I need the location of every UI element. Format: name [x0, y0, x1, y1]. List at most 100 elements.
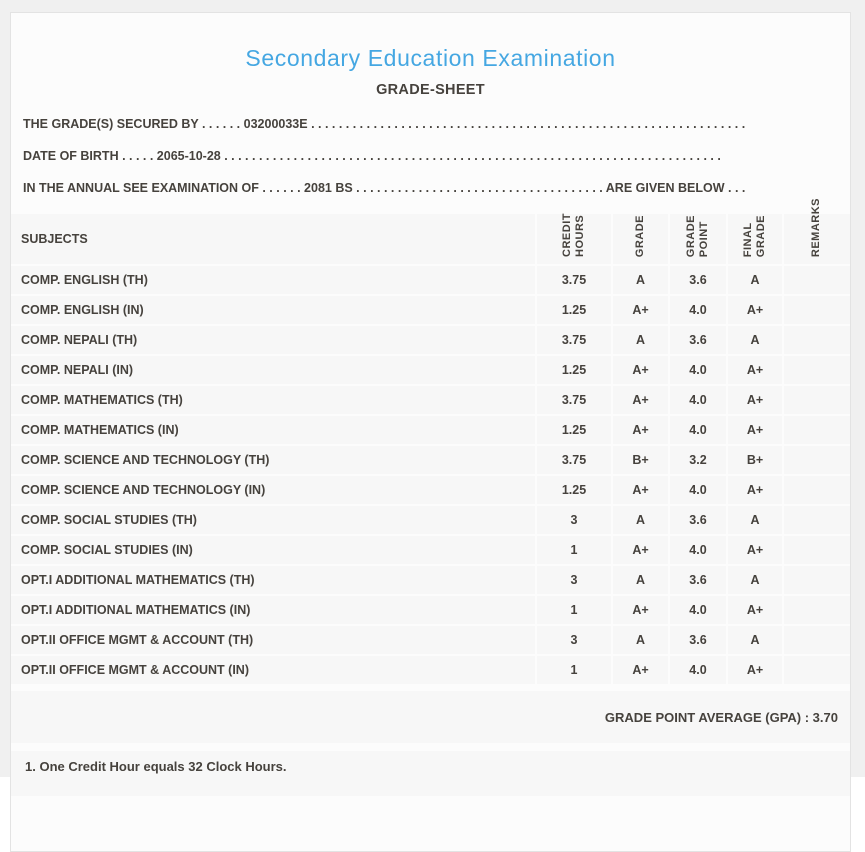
- remarks-cell: [784, 446, 850, 474]
- column-header-remarks: REMARKS: [784, 198, 850, 264]
- subject-cell: OPT.II OFFICE MGMT & ACCOUNT (TH): [11, 626, 535, 654]
- credit-hours-cell: 1: [537, 656, 611, 684]
- column-header-grade: GRADE: [613, 214, 668, 264]
- remarks-cell: [784, 386, 850, 414]
- table-row: COMP. NEPALI (IN) 1.25 A+ 4.0 A+: [11, 356, 850, 384]
- final-grade-cell: B+: [728, 446, 782, 474]
- grade-sheet-card: Secondary Education Examination GRADE-SH…: [10, 12, 851, 852]
- column-header-grade-point-label: GRADE POINT: [684, 214, 710, 257]
- info-dots: . . . . . .: [198, 117, 244, 131]
- info-value: 03200033E: [243, 117, 308, 131]
- table-row: OPT.II OFFICE MGMT & ACCOUNT (TH) 3 A 3.…: [11, 626, 850, 654]
- credit-hours-cell: 1.25: [537, 416, 611, 444]
- info-value: 2065-10-28: [156, 149, 221, 163]
- gpa-text: GRADE POINT AVERAGE (GPA) : 3.70: [604, 709, 838, 725]
- column-header-credit-hours-label: CREDIT HOURS: [560, 213, 586, 257]
- remarks-cell: [784, 506, 850, 534]
- final-grade-cell: A+: [728, 356, 782, 384]
- credit-hours-cell: 3: [537, 626, 611, 654]
- column-header-credit-hours: CREDIT HOURS: [537, 213, 611, 264]
- table-row: COMP. SCIENCE AND TECHNOLOGY (IN) 1.25 A…: [11, 476, 850, 504]
- grade-point-cell: 4.0: [670, 296, 726, 324]
- subject-cell: COMP. SOCIAL STUDIES (TH): [11, 506, 535, 534]
- examination-year-line: IN THE ANNUAL SEE EXAMINATION OF . . . .…: [23, 172, 838, 204]
- grade-cell: A: [613, 506, 668, 534]
- grades-table: SUBJECTS CREDIT HOURS GRADE GRADE POINT …: [11, 198, 850, 684]
- column-header-final-grade: FINAL GRADE: [728, 214, 782, 264]
- subject-cell: COMP. SOCIAL STUDIES (IN): [11, 536, 535, 564]
- info-dots: . . . . . . . . . . . . . . . . . . . . …: [352, 181, 606, 195]
- sheet-subtitle: GRADE-SHEET: [376, 82, 485, 98]
- subject-cell: COMP. SCIENCE AND TECHNOLOGY (TH): [11, 446, 535, 474]
- student-info: THE GRADE(S) SECURED BY . . . . . . 0320…: [23, 108, 838, 204]
- final-grade-cell: A+: [728, 596, 782, 624]
- credit-hours-cell: 3.75: [537, 326, 611, 354]
- credit-hours-cell: 1.25: [537, 296, 611, 324]
- info-label: IN THE ANNUAL SEE EXAMINATION OF: [23, 181, 259, 195]
- info-label: DATE OF BIRTH: [23, 149, 119, 163]
- credit-hours-cell: 1.25: [537, 356, 611, 384]
- remarks-cell: [784, 326, 850, 354]
- grade-point-cell: 4.0: [670, 476, 726, 504]
- grade-point-cell: 4.0: [670, 416, 726, 444]
- info-dots: . . . . .: [118, 149, 157, 163]
- final-grade-cell: A: [728, 626, 782, 654]
- column-header-subjects: SUBJECTS: [11, 214, 535, 264]
- column-header-grade-label: GRADE: [633, 214, 646, 257]
- grade-point-cell: 3.2: [670, 446, 726, 474]
- subject-cell: COMP. MATHEMATICS (TH): [11, 386, 535, 414]
- grade-point-cell: 3.6: [670, 626, 726, 654]
- credit-hour-note: 1. One Credit Hour equals 32 Clock Hours…: [25, 759, 287, 774]
- table-row: COMP. SOCIAL STUDIES (TH) 3 A 3.6 A: [11, 506, 850, 534]
- grade-cell: A+: [613, 386, 668, 414]
- grade-cell: B+: [613, 446, 668, 474]
- subject-cell: OPT.I ADDITIONAL MATHEMATICS (TH): [11, 566, 535, 594]
- table-row: COMP. ENGLISH (TH) 3.75 A 3.6 A: [11, 266, 850, 294]
- table-row: COMP. SOCIAL STUDIES (IN) 1 A+ 4.0 A+: [11, 536, 850, 564]
- grade-point-cell: 4.0: [670, 386, 726, 414]
- table-row: OPT.I ADDITIONAL MATHEMATICS (IN) 1 A+ 4…: [11, 596, 850, 624]
- grade-cell: A: [613, 266, 668, 294]
- remarks-cell: [784, 296, 850, 324]
- info-dots: . . . . . . . . . . . . . . . . . . . . …: [220, 149, 721, 163]
- table-header-row: SUBJECTS CREDIT HOURS GRADE GRADE POINT …: [11, 198, 850, 264]
- table-row: OPT.II OFFICE MGMT & ACCOUNT (IN) 1 A+ 4…: [11, 656, 850, 684]
- info-dots: . . . . . .: [258, 181, 305, 195]
- subject-cell: OPT.I ADDITIONAL MATHEMATICS (IN): [11, 596, 535, 624]
- remarks-cell: [784, 656, 850, 684]
- grade-cell: A+: [613, 596, 668, 624]
- final-grade-cell: A: [728, 326, 782, 354]
- credit-hours-cell: 3: [537, 506, 611, 534]
- table-row: COMP. ENGLISH (IN) 1.25 A+ 4.0 A+: [11, 296, 850, 324]
- subject-cell: COMP. MATHEMATICS (IN): [11, 416, 535, 444]
- subject-cell: COMP. ENGLISH (IN): [11, 296, 535, 324]
- footnote-band: 1. One Credit Hour equals 32 Clock Hours…: [11, 751, 850, 796]
- column-header-remarks-label: REMARKS: [810, 197, 823, 257]
- subject-cell: COMP. ENGLISH (TH): [11, 266, 535, 294]
- table-row: COMP. NEPALI (TH) 3.75 A 3.6 A: [11, 326, 850, 354]
- grade-point-cell: 3.6: [670, 266, 726, 294]
- credit-hours-cell: 1: [537, 536, 611, 564]
- grade-point-cell: 4.0: [670, 656, 726, 684]
- remarks-cell: [784, 596, 850, 624]
- grade-point-cell: 4.0: [670, 536, 726, 564]
- grade-cell: A+: [613, 536, 668, 564]
- column-header-grade-point: GRADE POINT: [670, 214, 726, 264]
- gpa-summary: GRADE POINT AVERAGE (GPA) : 3.70: [11, 691, 850, 743]
- table-row: OPT.I ADDITIONAL MATHEMATICS (TH) 3 A 3.…: [11, 566, 850, 594]
- info-value: 2081 BS: [304, 181, 353, 195]
- credit-hours-cell: 3.75: [537, 386, 611, 414]
- info-dots: . . . . . . . . . . . . . . . . . . . . …: [307, 117, 746, 131]
- info-label: THE GRADE(S) SECURED BY: [23, 117, 199, 131]
- credit-hours-cell: 3.75: [537, 446, 611, 474]
- grade-cell: A: [613, 566, 668, 594]
- remarks-cell: [784, 536, 850, 564]
- grade-cell: A: [613, 626, 668, 654]
- subject-cell: OPT.II OFFICE MGMT & ACCOUNT (IN): [11, 656, 535, 684]
- credit-hours-cell: 3: [537, 566, 611, 594]
- grade-cell: A+: [613, 356, 668, 384]
- final-grade-cell: A+: [728, 476, 782, 504]
- column-header-final-grade-label: FINAL GRADE: [741, 214, 767, 257]
- final-grade-cell: A: [728, 506, 782, 534]
